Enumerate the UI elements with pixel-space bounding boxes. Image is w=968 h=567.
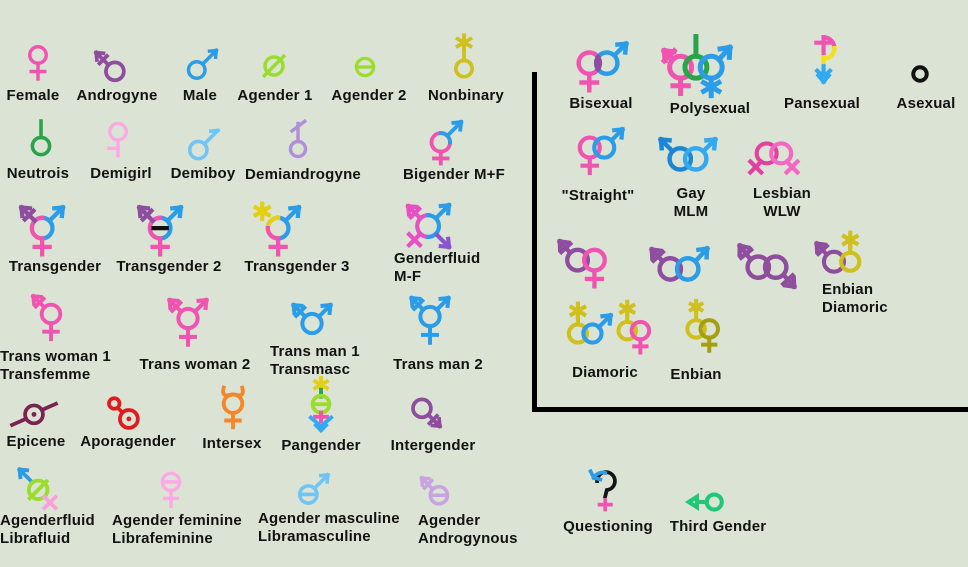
diamoric-symbol: [566, 301, 614, 345]
agender-androgynous-label: Agender Androgynous: [418, 512, 518, 548]
androgyne-label: Androgyne: [76, 87, 158, 104]
questioning-label: Questioning: [563, 518, 653, 535]
trans-man-2-label: Trans man 2: [393, 356, 483, 373]
gay-mlm-label: Gay MLM: [673, 185, 709, 221]
agenderfluid-symbol: [16, 466, 59, 511]
enbian-diamoric-symbol: [813, 230, 862, 274]
nonbinary-label: Nonbinary: [428, 87, 504, 104]
agender-feminine-label: Agender feminine Librafeminine: [112, 512, 242, 548]
agenderfluid-label: Agenderfluid Librafluid: [0, 512, 95, 548]
nonbinary-venus-pair-symbol: [616, 299, 652, 355]
genderfluid-mf-label: Genderfluid M-F: [394, 250, 481, 286]
bigender-mf-label: Bigender M+F: [403, 166, 505, 183]
trans-man-1-label: Trans man 1 Transmasc: [270, 343, 360, 379]
aporagender-label: Aporagender: [80, 433, 176, 450]
pansexual-label: Pansexual: [783, 95, 860, 112]
transgender-symbol: [18, 204, 66, 257]
divider-horizontal-line: [532, 407, 968, 412]
straight-symbol: [577, 126, 626, 176]
pangender-label: Pangender: [281, 437, 361, 454]
lesbian-wlw-label: Lesbian WLW: [752, 185, 812, 221]
genderfluid-mf-symbol: [405, 202, 452, 250]
male-symbol: [186, 48, 219, 80]
female-symbol: [28, 45, 48, 81]
intersex-label: Intersex: [202, 435, 262, 452]
demiboy-symbol: [187, 127, 221, 161]
male-label: Male: [182, 87, 218, 104]
bisexual-symbol: [576, 40, 630, 93]
demiandrogyne-label: Demiandrogyne: [245, 166, 361, 183]
agender-2-symbol: [354, 56, 376, 78]
transgender-3-label: Transgender 3: [244, 258, 350, 275]
demiboy-label: Demiboy: [170, 165, 236, 182]
enbian-symbol: [685, 298, 721, 353]
agender-2-label: Agender 2: [331, 87, 407, 104]
trans-woman-1-symbol: [30, 293, 63, 342]
bigender-mf-symbol: [429, 119, 464, 166]
divider-vertical-line: [532, 72, 537, 412]
epicene-label: Epicene: [6, 433, 66, 450]
trans-woman-2-symbol: [166, 297, 210, 347]
trans-woman-2-label: Trans woman 2: [139, 356, 251, 373]
intergender-label: Intergender: [390, 437, 476, 454]
androgyne-symbol: [93, 49, 126, 83]
third-gender-label: Third Gender: [669, 518, 767, 535]
polysexual-symbol: [660, 34, 734, 99]
demigirl-label: Demigirl: [90, 165, 152, 182]
questioning-symbol: [588, 468, 617, 512]
enbian-label: Enbian: [670, 366, 722, 383]
nonbinary-symbol: [454, 33, 474, 79]
gay-mlm-symbol: [657, 136, 719, 172]
transgender-label: Transgender: [8, 258, 102, 275]
third-gender-symbol: [684, 492, 724, 512]
diamoric-label: Diamoric: [572, 364, 638, 381]
transgender-2-symbol: [136, 204, 184, 257]
agender-feminine-symbol: [160, 471, 182, 508]
asexual-symbol: [911, 65, 929, 83]
straight-label: "Straight": [561, 187, 635, 204]
demiandrogyne-symbol: [288, 118, 308, 159]
enbian-diamoric-label: Enbian Diamoric: [822, 281, 888, 317]
intersex-symbol: [221, 385, 245, 430]
agender-masculine-symbol: [297, 472, 331, 505]
neutrois-symbol: [30, 119, 52, 157]
epicene-symbol: [9, 401, 59, 428]
transgender-3-symbol: [252, 201, 302, 257]
trans-woman-1-label: Trans woman 1 Transfemme: [0, 348, 111, 384]
pangender-symbol: [308, 376, 334, 434]
trans-man-1-symbol: [290, 302, 334, 336]
trans-man-2-symbol: [408, 295, 452, 345]
lesbian-wlw-symbol: [747, 141, 801, 176]
pansexual-symbol: [814, 35, 837, 85]
agender-1-symbol: [261, 53, 287, 79]
trans-venus-pair-symbol: [556, 238, 607, 289]
agender-masculine-label: Agender masculine Libramasculine: [258, 510, 400, 546]
trans-trans-pair-symbol: [736, 242, 798, 290]
asexual-label: Asexual: [896, 95, 956, 112]
intergender-symbol: [411, 397, 443, 429]
agender-1-label: Agender 1: [237, 87, 313, 104]
neutrois-label: Neutrois: [6, 165, 70, 182]
female-label: Female: [6, 87, 60, 104]
demigirl-symbol: [107, 121, 128, 158]
polysexual-label: Polysexual: [669, 100, 751, 117]
trans-mars-pair-symbol: [648, 245, 711, 282]
transgender-2-label: Transgender 2: [116, 258, 222, 275]
aporagender-symbol: [107, 396, 140, 430]
bisexual-label: Bisexual: [569, 95, 633, 112]
agender-androgynous-symbol: [419, 475, 450, 506]
